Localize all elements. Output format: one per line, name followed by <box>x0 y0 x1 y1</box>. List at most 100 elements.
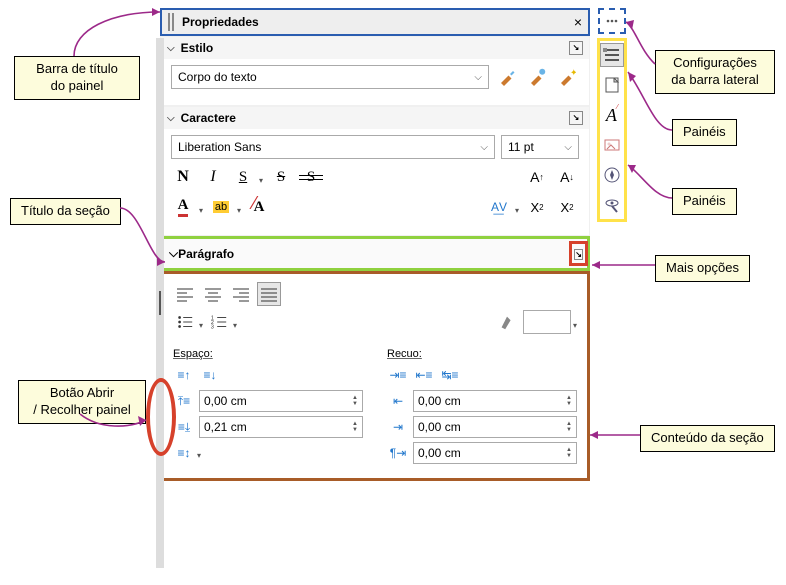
new-style-icon[interactable]: ✦ <box>555 65 579 89</box>
paragraph-more-options-icon[interactable]: ↘ <box>574 249 583 260</box>
character-more-options-icon[interactable]: ↘ <box>569 111 583 125</box>
callout-title-bar: Barra de título do painel <box>14 56 140 100</box>
deck-styles-button[interactable]: A⁄ <box>600 103 624 127</box>
bullet-list-button[interactable] <box>173 310 197 334</box>
deck-gallery-button[interactable] <box>600 133 624 157</box>
indent-right-input[interactable]: 0,00 cm ▲▼ <box>413 416 577 438</box>
decrease-spacing-button[interactable]: ≡↓ <box>199 364 221 386</box>
sidebar-deck-buttons: A⁄ <box>597 38 627 222</box>
panel-grip-icon[interactable] <box>168 13 174 31</box>
bold-button[interactable]: N <box>171 165 195 189</box>
numbered-list-button[interactable]: 123 <box>207 310 231 334</box>
indent-right-icon: ⇥ <box>387 416 409 438</box>
callout-section-content: Conteúdo da seção <box>640 425 775 452</box>
close-icon[interactable]: × <box>574 14 582 30</box>
style-section-header[interactable]: ⌵ Estilo ↘ <box>161 37 589 59</box>
spacing-above-input[interactable]: 0,00 cm ▲▼ <box>199 390 363 412</box>
callout-more-opts: Mais opções <box>655 255 750 282</box>
paragraph-bg-indicator[interactable] <box>523 310 571 334</box>
paragraph-section-title: Parágrafo <box>178 247 234 261</box>
superscript-button[interactable]: X2 <box>525 195 549 219</box>
paragraph-style-combo[interactable]: Corpo do texto ⌵ <box>171 65 489 89</box>
character-spacing-dropdown-icon[interactable]: ▾ <box>515 206 519 215</box>
paragraph-bg-dropdown-icon[interactable]: ▾ <box>573 321 577 330</box>
indent-left-value: 0,00 cm <box>418 394 461 408</box>
increase-spacing-button[interactable]: ≡↑ <box>173 364 195 386</box>
increase-font-button[interactable]: A↑ <box>525 165 549 189</box>
character-section-title: Caractere <box>181 111 236 125</box>
font-name-value: Liberation Sans <box>178 140 261 154</box>
align-left-button[interactable] <box>173 282 197 306</box>
deck-navigator-button[interactable] <box>600 163 624 187</box>
chevron-down-icon: ⌵ <box>167 113 175 124</box>
align-center-button[interactable] <box>201 282 225 306</box>
italic-button[interactable]: I <box>201 165 225 189</box>
decrease-indent-button[interactable]: ⇤≡ <box>413 364 435 386</box>
indent-left-input[interactable]: 0,00 cm ▲▼ <box>413 390 577 412</box>
clear-formatting-button[interactable]: A⁄ <box>247 195 271 219</box>
panel-title: Propriedades <box>182 15 574 29</box>
deck-page-button[interactable] <box>600 73 624 97</box>
spacing-column: Espaço: ≡↑ ≡↓ ⤒≡ 0,00 cm ▲▼ ≡⤓ 0,21 cm <box>173 348 363 468</box>
line-spacing-button[interactable]: ≡↕ <box>173 442 195 464</box>
callout-panels-2: Painéis <box>672 188 737 215</box>
panel-title-bar: Propriedades × <box>160 8 590 36</box>
subscript-button[interactable]: X2 <box>555 195 579 219</box>
character-section-header[interactable]: ⌵ Caractere ↘ <box>161 107 589 129</box>
strikethrough-button[interactable]: S <box>269 165 293 189</box>
dropdown-icon: ⌵ <box>480 142 488 153</box>
align-right-button[interactable] <box>229 282 253 306</box>
background-color-button[interactable] <box>495 310 519 334</box>
style-section: ⌵ Estilo ↘ Corpo do texto ⌵ ✦ <box>160 36 590 106</box>
numbered-list-dropdown-icon[interactable]: ▾ <box>233 321 237 330</box>
chevron-down-icon: ⌵ <box>167 43 175 54</box>
edit-style-icon[interactable] <box>525 65 549 89</box>
collapse-button-highlight <box>146 378 176 456</box>
paragraph-more-options-highlight: ↘ <box>569 241 588 266</box>
font-size-value: 11 pt <box>508 140 534 154</box>
style-section-title: Estilo <box>181 41 214 55</box>
bullet-list-dropdown-icon[interactable]: ▾ <box>199 321 203 330</box>
style-more-options-icon[interactable]: ↘ <box>569 41 583 55</box>
callout-sidebar-settings: Configurações da barra lateral <box>655 50 775 94</box>
spacing-below-input[interactable]: 0,21 cm ▲▼ <box>199 416 363 438</box>
dropdown-icon: ⌵ <box>474 72 482 83</box>
font-color-dropdown-icon[interactable]: ▾ <box>199 206 203 215</box>
svg-text:3: 3 <box>211 324 214 330</box>
paragraph-section-header[interactable]: ⌵ Parágrafo ↘ <box>160 236 590 271</box>
sidebar-settings-button[interactable] <box>598 8 626 34</box>
font-size-combo[interactable]: 11 pt ⌵ <box>501 135 579 159</box>
indent-right-value: 0,00 cm <box>418 420 461 434</box>
hanging-indent-button[interactable]: ↹≡ <box>439 364 461 386</box>
indent-first-input[interactable]: 0,00 cm ▲▼ <box>413 442 577 464</box>
font-color-button[interactable]: A <box>171 195 195 219</box>
character-section: ⌵ Caractere ↘ Liberation Sans ⌵ 11 pt ⌵ … <box>160 106 590 236</box>
svg-text:✦: ✦ <box>570 68 576 78</box>
deck-inspector-button[interactable] <box>600 193 624 217</box>
underline-button[interactable]: S <box>231 165 255 189</box>
align-justify-button[interactable] <box>257 282 281 306</box>
underline-dropdown-icon[interactable]: ▾ <box>259 176 263 185</box>
spacing-above-icon: ⤒≡ <box>173 390 195 412</box>
decrease-font-button[interactable]: A↓ <box>555 165 579 189</box>
spacing-label: Espaço: <box>173 348 363 360</box>
double-strikethrough-button[interactable]: S <box>299 165 323 189</box>
sidebar-deck: A⁄ <box>595 8 629 222</box>
indent-left-icon: ⇤ <box>387 390 409 412</box>
deck-properties-button[interactable] <box>600 43 624 67</box>
paragraph-style-value: Corpo do texto <box>178 70 257 84</box>
spacing-below-value: 0,21 cm <box>204 420 247 434</box>
increase-indent-button[interactable]: ⇥≡ <box>387 364 409 386</box>
callout-section-title: Título da seção <box>10 198 121 225</box>
spacing-above-value: 0,00 cm <box>204 394 247 408</box>
indent-column: Recuo: ⇥≡ ⇤≡ ↹≡ ⇤ 0,00 cm ▲▼ ⇥ 0,00 <box>387 348 577 468</box>
highlight-color-button[interactable]: ab <box>209 195 233 219</box>
character-spacing-button[interactable]: A͟V <box>487 195 511 219</box>
highlight-color-dropdown-icon[interactable]: ▾ <box>237 206 241 215</box>
sidebar-panel: Propriedades × ⌵ Estilo ↘ Corpo do texto… <box>160 8 590 481</box>
indent-label: Recuo: <box>387 348 577 360</box>
update-style-icon[interactable] <box>495 65 519 89</box>
line-spacing-dropdown-icon[interactable]: ▾ <box>197 451 201 460</box>
sidebar-collapse-handle[interactable] <box>156 38 164 568</box>
font-name-combo[interactable]: Liberation Sans ⌵ <box>171 135 495 159</box>
